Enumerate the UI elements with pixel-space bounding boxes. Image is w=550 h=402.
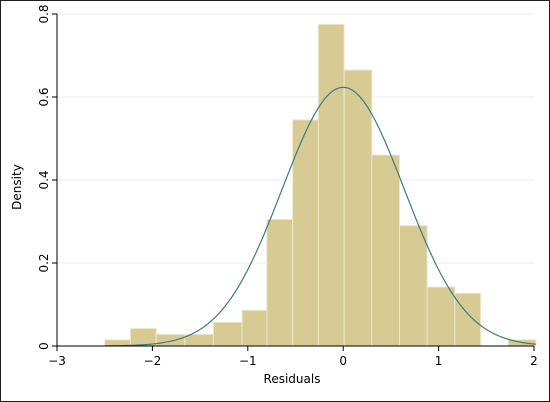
histogram-bar-6 bbox=[266, 218, 294, 347]
normal-density-curve-layer bbox=[104, 86, 536, 347]
x-tick-label-2: −1 bbox=[239, 354, 257, 368]
y-axis-title: Density bbox=[10, 164, 24, 210]
histogram-bar-2 bbox=[155, 333, 186, 347]
y-tick-label-2: 0.4 bbox=[37, 170, 51, 189]
histogram-bar-13 bbox=[454, 292, 482, 347]
histogram-bar-12 bbox=[426, 286, 456, 347]
histogram-bar-8 bbox=[317, 23, 345, 347]
histogram-bar-10 bbox=[371, 154, 400, 347]
axes bbox=[52, 13, 535, 351]
histogram-bar-5 bbox=[241, 309, 268, 347]
histogram-bar-3 bbox=[184, 333, 214, 347]
histogram-bar-4 bbox=[212, 321, 243, 347]
x-tick-label-0: −3 bbox=[48, 354, 66, 368]
normal-density-curve bbox=[104, 86, 536, 347]
histogram-bar-11 bbox=[398, 225, 428, 347]
x-tick-label-4: 1 bbox=[435, 354, 443, 368]
y-tick-label-0: 0 bbox=[37, 342, 51, 350]
x-axis-title: Residuals bbox=[264, 372, 321, 386]
histogram-bar-9 bbox=[343, 69, 373, 347]
y-tick-label-4: 0.8 bbox=[37, 4, 51, 23]
histogram-bar-1 bbox=[129, 328, 157, 347]
x-tick-label-5: 2 bbox=[530, 354, 538, 368]
x-tick-label-3: 0 bbox=[339, 354, 347, 368]
histogram-bars bbox=[104, 23, 537, 347]
y-tick-label-3: 0.6 bbox=[37, 87, 51, 106]
tick-labels: −3 −2 −1 0 1 2 0 0.2 0.4 0.6 0.8 bbox=[37, 4, 538, 368]
y-tick-label-1: 0.2 bbox=[37, 253, 51, 272]
x-tick-label-1: −2 bbox=[144, 354, 162, 368]
